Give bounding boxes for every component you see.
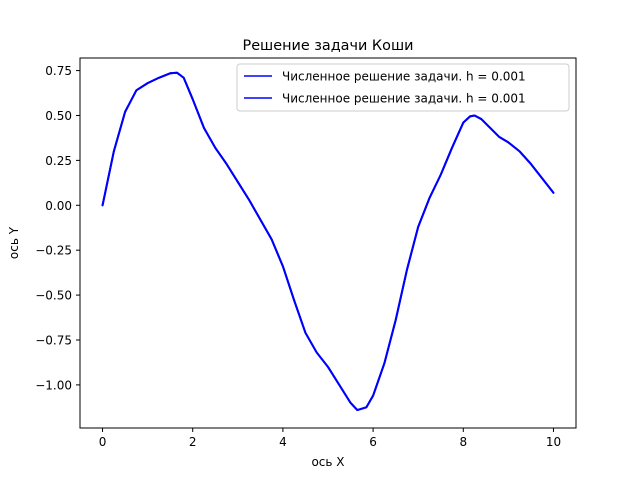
- y-tick-label: 0.50: [45, 109, 72, 123]
- y-tick-label: 0.25: [45, 154, 72, 168]
- x-tick-label: 10: [546, 435, 561, 449]
- x-tick-label: 2: [189, 435, 197, 449]
- x-tick-label: 6: [369, 435, 377, 449]
- x-axis: 0 2 4 6 8 10: [99, 428, 561, 449]
- series-layer: [101, 71, 555, 412]
- x-tick-label: 8: [459, 435, 467, 449]
- y-tick-label: −0.75: [35, 333, 72, 347]
- chart-title: Решение задачи Коши: [243, 38, 414, 54]
- legend-label-1: Численное решение задачи. h = 0.001: [282, 70, 526, 84]
- y-tick-label: −1.00: [35, 378, 72, 392]
- x-axis-label: ось X: [311, 455, 344, 469]
- y-tick-label: 0.00: [45, 199, 72, 213]
- y-tick-label: −0.25: [35, 244, 72, 258]
- legend-box: [236, 63, 570, 112]
- x-tick-label: 0: [99, 435, 107, 449]
- series-line-2: [101, 71, 555, 412]
- legend: Численное решение задачи. h = 0.001 Числ…: [236, 63, 570, 112]
- legend-label-2: Численное решение задачи. h = 0.001: [282, 92, 526, 106]
- y-tick-label: 0.75: [45, 64, 72, 78]
- y-tick-label: −0.50: [35, 289, 72, 303]
- plot-frame: [79, 57, 577, 429]
- y-axis: 0.75 0.50 0.25 0.00 −0.25 −0.50 −0.75 −1.00: [35, 64, 80, 392]
- x-tick-label: 4: [279, 435, 287, 449]
- y-axis-label: ось Y: [7, 226, 21, 259]
